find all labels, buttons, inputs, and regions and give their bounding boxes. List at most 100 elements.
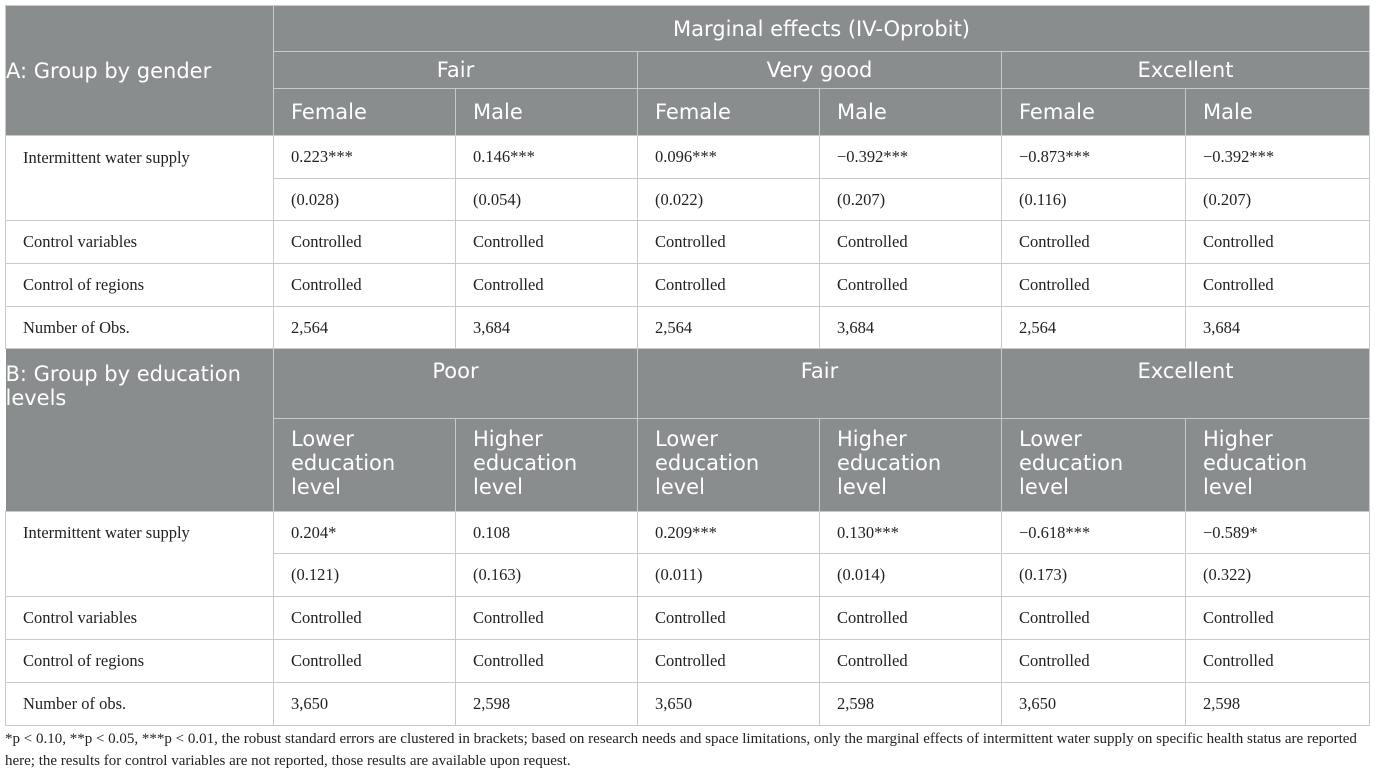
- table-cell: 0.209***: [637, 511, 820, 554]
- table-cell: Controlled: [273, 639, 456, 683]
- table-cell: (0.116): [1001, 178, 1186, 221]
- table-row: Number of Obs. 2,564 3,684 2,564 3,684 2…: [5, 306, 1371, 349]
- table-row: Control of regions Controlled Controlled…: [5, 263, 1371, 307]
- table-row: Control variables Controlled Controlled …: [5, 220, 1371, 264]
- table-cell: (0.014): [819, 553, 1002, 597]
- marginal-effects-table: A: Group by gender Marginal effects (IV-…: [5, 5, 1371, 726]
- table-cell: Controlled: [273, 220, 456, 264]
- table-cell: Controlled: [819, 220, 1002, 264]
- table-row: Number of obs. 3,650 2,598 3,650 2,598 3…: [5, 682, 1371, 726]
- table-cell: Controlled: [273, 596, 456, 640]
- table-row: Intermittent water supply 0.204* 0.108 0…: [5, 511, 1371, 597]
- table-cell: Controlled: [637, 596, 820, 640]
- table-cell: Controlled: [455, 596, 638, 640]
- panel-a-subgroup: Female: [637, 88, 820, 136]
- panel-a-subgroup: Female: [1001, 88, 1186, 136]
- table-cell: −0.589*: [1184, 511, 1371, 554]
- table-cell: (0.011): [637, 553, 820, 597]
- panel-b-group-excellent: Excellent: [1000, 348, 1371, 419]
- table-cell: Controlled: [637, 263, 820, 307]
- row-label: Control of regions: [5, 263, 274, 307]
- table-row: Intermittent water supply 0.223*** 0.146…: [5, 135, 1371, 221]
- row-label: Intermittent water supply: [5, 511, 274, 597]
- panel-b-group-fair: Fair: [637, 348, 1002, 419]
- table-cell: −0.392***: [1184, 135, 1371, 179]
- panel-a-header-row-3: Female Male Female Male Female Male: [6, 88, 1371, 136]
- panel-a-label: A: Group by gender: [5, 5, 274, 136]
- panel-b-subgroup: Lower education level: [273, 418, 456, 512]
- panel-a-subgroup: Female: [273, 88, 456, 136]
- table-row: Control variables Controlled Controlled …: [5, 596, 1371, 640]
- row-label: Control variables: [5, 220, 274, 264]
- table-cell: Controlled: [455, 263, 638, 307]
- panel-b-header-row-1: B: Group by education levels Poor Fair E…: [5, 348, 1371, 512]
- panel-a-header-row-2: Fair Very good Excellent: [6, 51, 1371, 89]
- table-row: (0.121) (0.163) (0.011) (0.014) (0.173) …: [6, 553, 1371, 597]
- table-cell: Controlled: [1184, 639, 1371, 683]
- table-cell: (0.121): [273, 553, 456, 597]
- table-cell: (0.207): [819, 178, 1002, 221]
- table-cell: 0.130***: [819, 511, 1002, 554]
- table-cell: 2,598: [455, 682, 638, 726]
- panel-b-subgroup: Higher education level: [455, 418, 638, 512]
- table-cell: 3,684: [1184, 306, 1371, 349]
- table-cell: Controlled: [637, 220, 820, 264]
- panel-a-header-row-1: A: Group by gender Marginal effects (IV-…: [5, 5, 1371, 136]
- table-cell: 2,598: [1184, 682, 1371, 726]
- panel-b-header-row-2: Lower education level Higher education l…: [6, 418, 1371, 512]
- table-cell: Controlled: [1184, 596, 1371, 640]
- table-cell: 3,650: [637, 682, 820, 726]
- row-label: Control of regions: [5, 639, 274, 683]
- table-cell: −0.873***: [1001, 135, 1186, 179]
- table-footnote: *p < 0.10, **p < 0.05, ***p < 0.01, the …: [5, 731, 1357, 769]
- table-row: (0.028) (0.054) (0.022) (0.207) (0.116) …: [6, 178, 1371, 221]
- table-cell: (0.022): [637, 178, 820, 221]
- panel-b-group-poor: Poor: [273, 348, 638, 419]
- table-cell: 3,684: [819, 306, 1002, 349]
- row-label: Control variables: [5, 596, 274, 640]
- panel-b-subgroup: Higher education level: [819, 418, 1002, 512]
- table-cell: (0.028): [273, 178, 456, 221]
- table-cell: 0.204*: [273, 511, 456, 554]
- table-cell: (0.054): [455, 178, 638, 221]
- table-cell: 0.096***: [637, 135, 820, 179]
- table-cell: Controlled: [1184, 263, 1371, 307]
- panel-b-subgroup: Higher education level: [1184, 418, 1371, 512]
- table-cell: 3,684: [455, 306, 638, 349]
- table-cell: 2,564: [1001, 306, 1186, 349]
- panel-a-top-header: Marginal effects (IV-Oprobit): [272, 5, 1371, 52]
- table-cell: (0.163): [455, 553, 638, 597]
- table-cell: Controlled: [1001, 596, 1186, 640]
- table-cell: 2,564: [273, 306, 456, 349]
- table-cell: (0.207): [1184, 178, 1371, 221]
- table-row: Control of regions Controlled Controlled…: [5, 639, 1371, 683]
- table-cell: 3,650: [273, 682, 456, 726]
- table-cell: 2,564: [637, 306, 820, 349]
- panel-a-subgroup: Male: [455, 88, 638, 136]
- panel-a-group-fair: Fair: [273, 51, 638, 89]
- table-cell: Controlled: [1184, 220, 1371, 264]
- table-cell: Controlled: [273, 263, 456, 307]
- table-cell: 0.146***: [455, 135, 638, 179]
- panel-a-subgroup: Male: [819, 88, 1002, 136]
- table-cell: Controlled: [819, 596, 1002, 640]
- row-label: Number of Obs.: [5, 306, 274, 349]
- results-table-container: A: Group by gender Marginal effects (IV-…: [5, 5, 1371, 726]
- table-cell: 0.223***: [273, 135, 456, 179]
- panel-a-group-very-good: Very good: [637, 51, 1002, 89]
- table-cell: (0.322): [1184, 553, 1371, 597]
- panel-b-subgroup: Lower education level: [637, 418, 820, 512]
- row-label: Intermittent water supply: [5, 135, 274, 221]
- table-cell: Controlled: [819, 263, 1002, 307]
- table-cell: 0.108: [455, 511, 638, 554]
- panel-b-subgroup: Lower education level: [1001, 418, 1186, 512]
- table-cell: 3,650: [1001, 682, 1186, 726]
- panel-a-subgroup: Male: [1184, 88, 1371, 136]
- table-cell: (0.173): [1001, 553, 1186, 597]
- table-cell: Controlled: [1001, 263, 1186, 307]
- table-cell: Controlled: [637, 639, 820, 683]
- table-cell: Controlled: [819, 639, 1002, 683]
- table-cell: −0.392***: [819, 135, 1002, 179]
- table-cell: Controlled: [1001, 639, 1186, 683]
- table-cell: Controlled: [1001, 220, 1186, 264]
